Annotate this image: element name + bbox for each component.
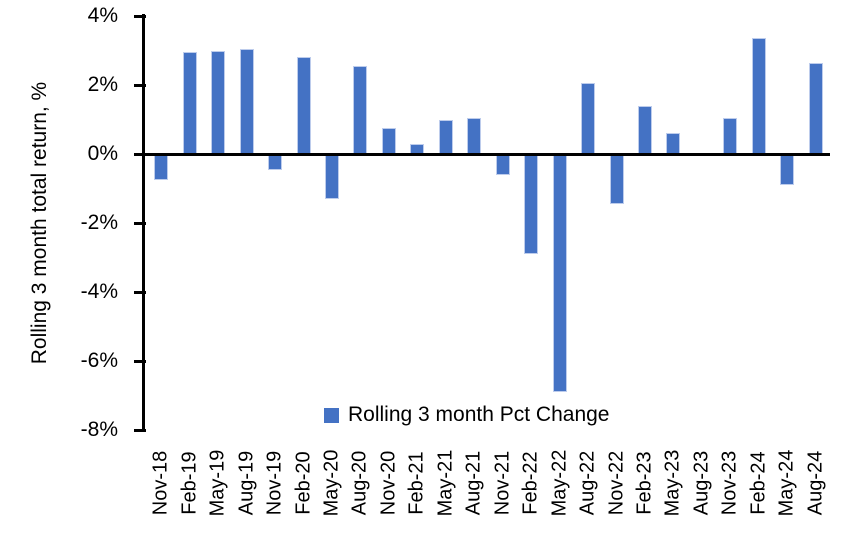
bar (638, 105, 653, 154)
bar (609, 154, 624, 205)
y-tick-label: -2% (80, 211, 118, 234)
bar (495, 154, 510, 175)
x-tick-label: May-23 (661, 449, 684, 517)
x-tick-label: Nov-23 (718, 450, 741, 516)
x-tick-label: Feb-20 (292, 451, 315, 515)
bar (723, 117, 738, 154)
x-tick-label: Nov-20 (377, 450, 400, 516)
x-tick-label: May-20 (320, 449, 343, 517)
bar (581, 83, 596, 154)
x-tick-label: May-22 (548, 449, 571, 517)
bar (438, 119, 453, 154)
y-tick-label: -6% (80, 349, 118, 372)
bar (268, 154, 283, 170)
y-tick-mark (134, 360, 146, 363)
y-tick-mark (134, 291, 146, 294)
bar (751, 38, 766, 154)
bar (524, 154, 539, 255)
legend-square-icon (324, 407, 339, 423)
legend: Rolling 3 month Pct Change (324, 403, 610, 427)
x-tick-label: Aug-21 (462, 450, 485, 516)
x-tick-label: Feb-21 (405, 451, 428, 515)
y-tick-mark (134, 429, 146, 432)
bar (182, 52, 197, 154)
bar (239, 48, 254, 154)
bar (780, 154, 795, 186)
y-tick-label: 2% (87, 73, 118, 96)
x-tick-label: Feb-23 (633, 451, 656, 515)
x-tick-label: Aug-22 (576, 450, 599, 516)
x-tick-label: May-21 (434, 449, 457, 517)
x-tick-label: Feb-24 (747, 451, 770, 515)
y-tick-mark (134, 15, 146, 18)
x-tick-label: Aug-23 (690, 450, 713, 516)
bar (211, 50, 226, 154)
y-tick-mark (134, 84, 146, 87)
x-tick-label: Nov-21 (491, 450, 514, 516)
x-tick-label: Feb-22 (519, 451, 542, 515)
x-tick-label: Nov-22 (605, 450, 628, 516)
x-tick-label: Aug-20 (348, 450, 371, 516)
bar (324, 154, 339, 199)
y-tick-label: 0% (87, 142, 118, 165)
x-tick-label: May-24 (775, 449, 798, 517)
bar (552, 154, 567, 393)
bar (381, 128, 396, 154)
x-tick-label: Nov-18 (149, 450, 172, 516)
bar (467, 117, 482, 154)
x-tick-label: May-19 (206, 449, 229, 517)
y-tick-label: -4% (80, 280, 118, 303)
bar (353, 66, 368, 154)
x-tick-label: Aug-19 (235, 450, 258, 516)
zero-baseline (142, 153, 830, 156)
bar (666, 133, 681, 154)
bar (154, 154, 169, 180)
legend-label: Rolling 3 month Pct Change (348, 403, 610, 426)
y-tick-label: -8% (80, 418, 118, 441)
y-tick-mark (134, 153, 146, 156)
y-tick-mark (134, 222, 146, 225)
bar (296, 57, 311, 154)
bar (808, 62, 823, 154)
x-tick-label: Aug-24 (804, 450, 827, 516)
y-tick-label: 4% (87, 4, 118, 27)
x-tick-label: Feb-19 (178, 451, 201, 515)
x-tick-label: Nov-19 (263, 450, 286, 516)
